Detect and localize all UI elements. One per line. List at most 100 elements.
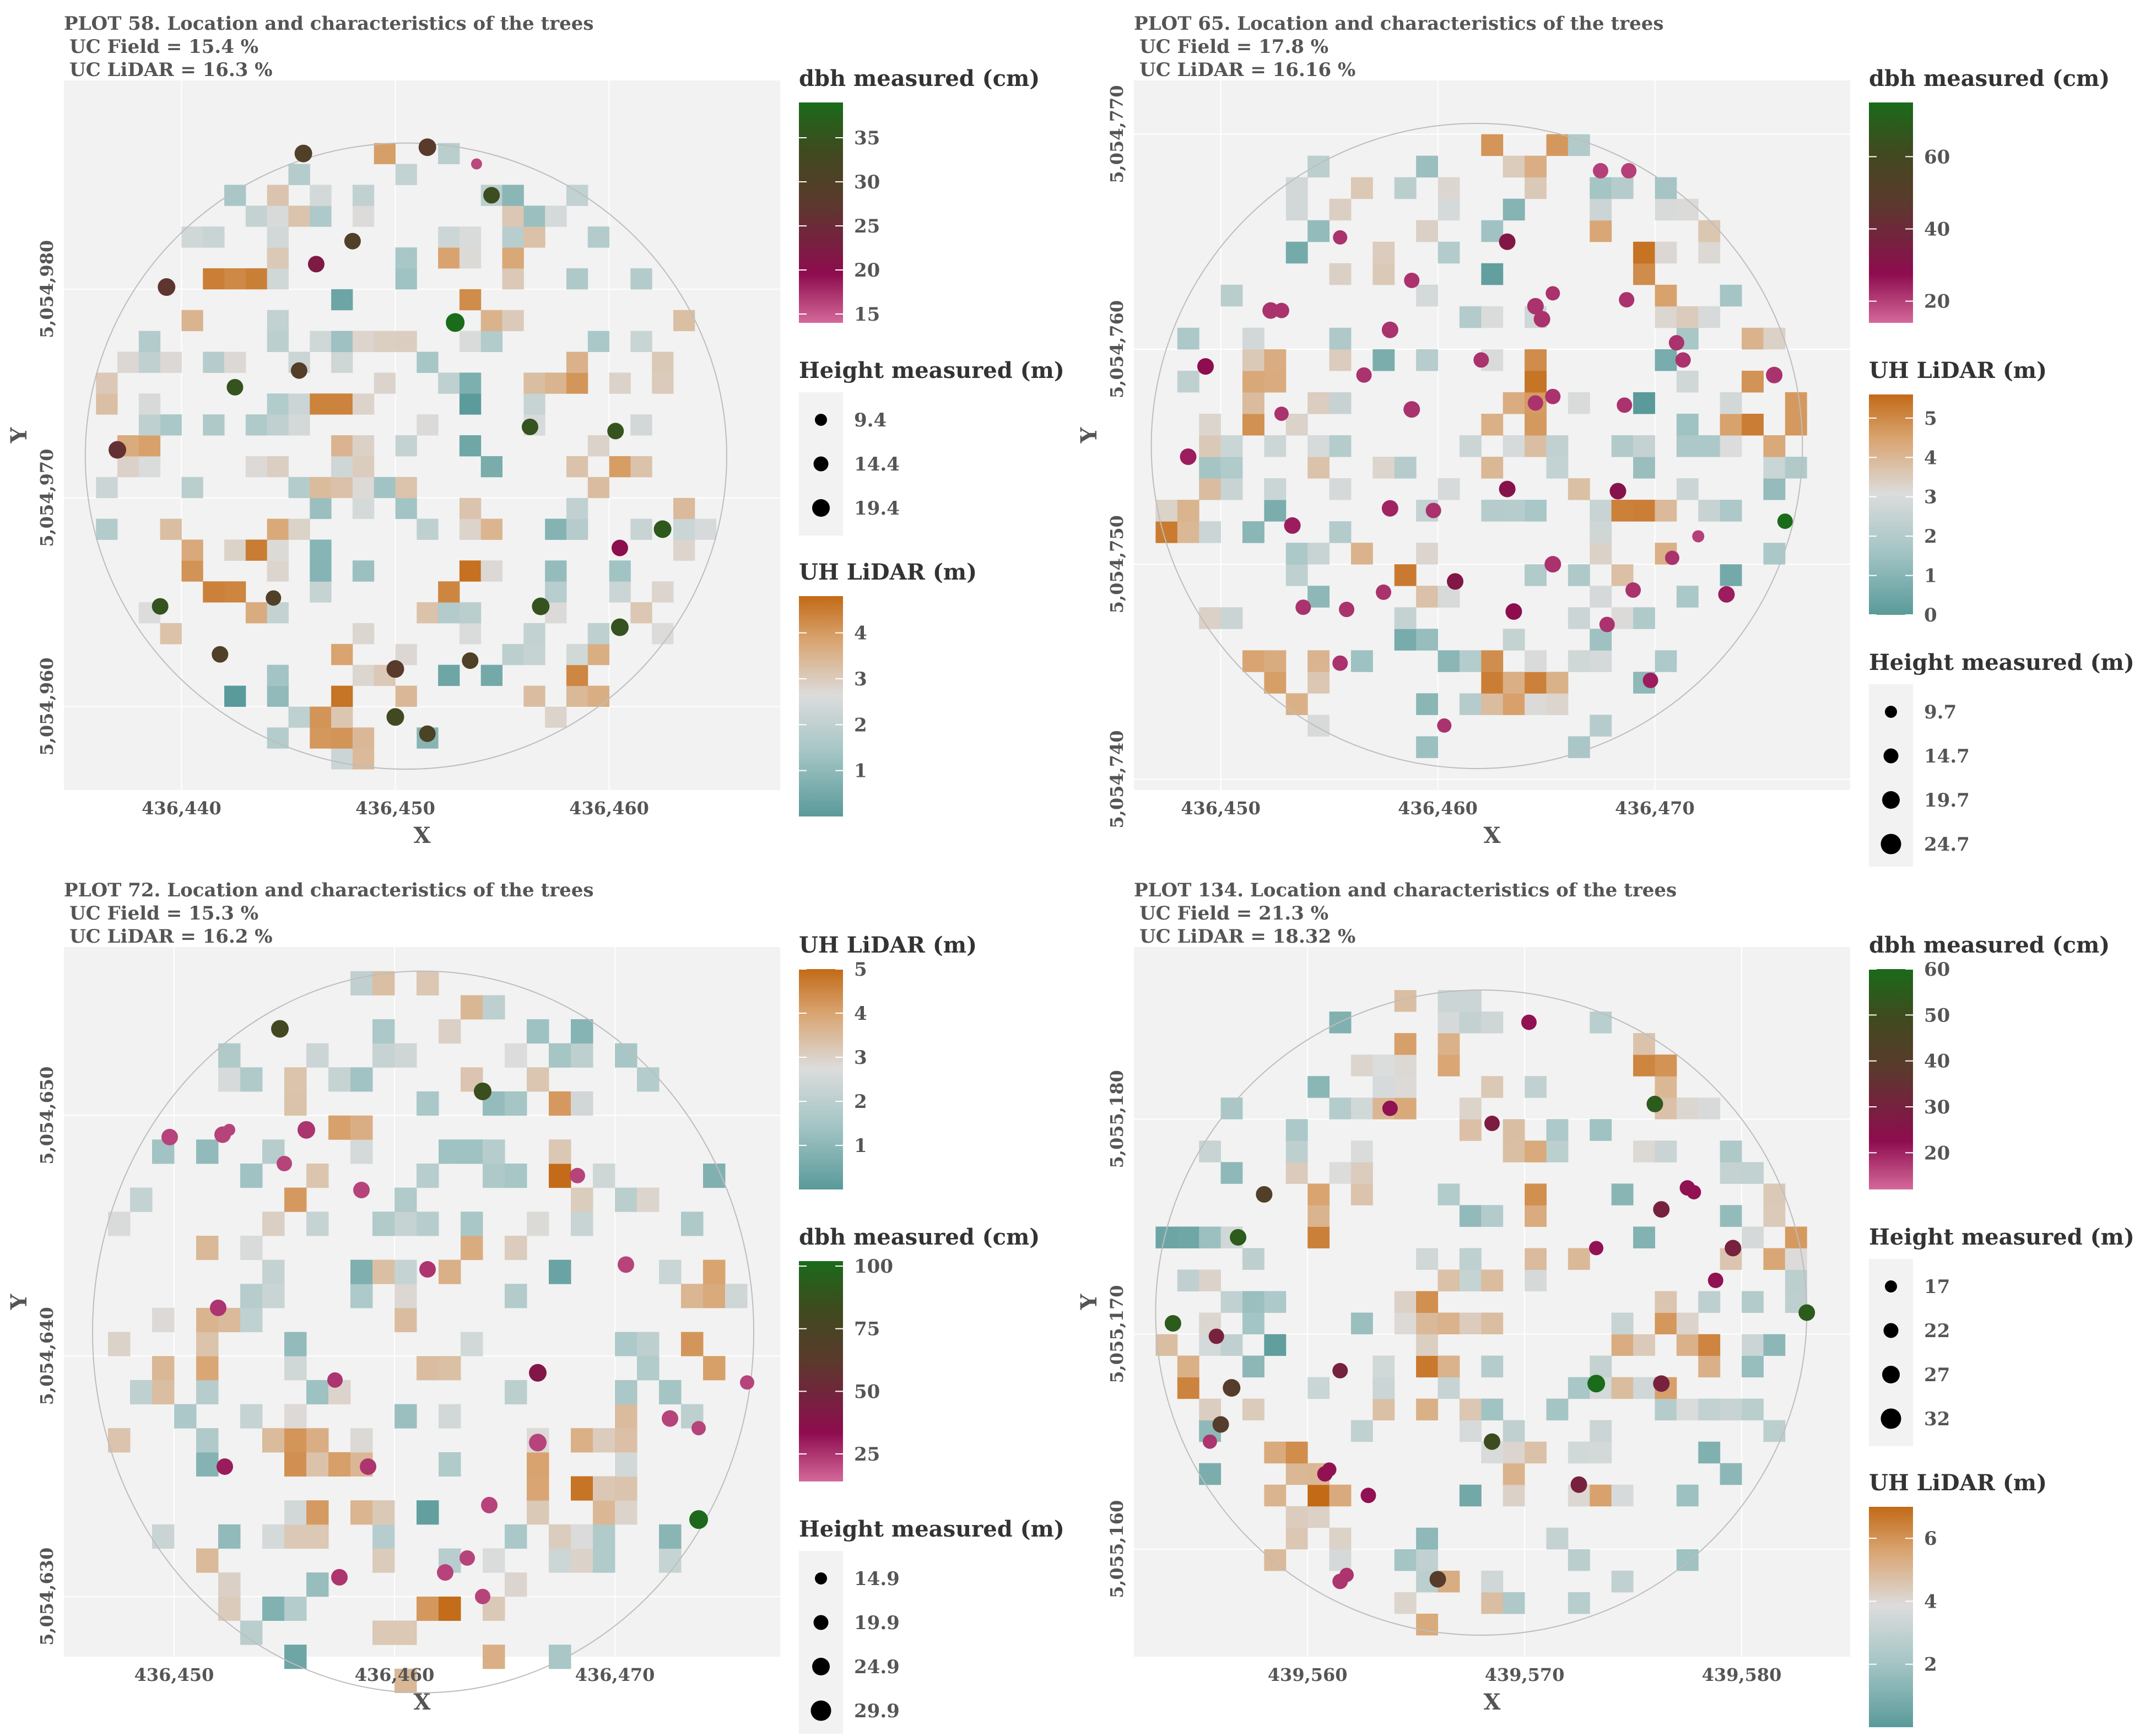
lidar-cell	[284, 1187, 307, 1212]
tree-point	[460, 1550, 475, 1566]
lidar-cell	[1394, 177, 1417, 199]
lidar-cell	[267, 247, 289, 269]
legend-tick-label: 50	[1924, 1004, 1950, 1026]
lidar-cell	[1329, 435, 1352, 457]
y-tick-label: 5,054,630	[36, 1548, 57, 1646]
lidar-cell	[523, 226, 545, 248]
lidar-cell	[1307, 586, 1330, 608]
lidar-cell	[1329, 521, 1352, 543]
tree-point	[1284, 517, 1301, 534]
lidar-cell	[350, 1259, 373, 1284]
lidar-cell	[1307, 543, 1330, 565]
legend-tick-label: 14.9	[854, 1568, 900, 1590]
legend-tick-label: 30	[854, 171, 880, 193]
lidar-cell	[615, 1500, 637, 1525]
legend-dbh: dbh measured (cm) 60 40 20	[1869, 66, 2110, 323]
tree-point	[1527, 298, 1544, 315]
tree-point	[1447, 573, 1464, 590]
uc-lidar-label: UC LiDAR = 18.32 %	[1139, 926, 1355, 948]
lidar-cell	[267, 518, 289, 540]
lidar-cell	[1350, 543, 1373, 565]
lidar-cell	[1698, 1398, 1721, 1421]
lidar-cell	[1503, 198, 1525, 221]
lidar-cell	[1698, 500, 1721, 522]
tree-point	[740, 1375, 754, 1390]
legend-tick-label: 2	[854, 714, 867, 736]
lidar-cell	[331, 706, 353, 728]
lidar-cell	[1590, 1441, 1612, 1464]
lidar-cell	[480, 664, 503, 686]
tree-point	[1381, 500, 1398, 517]
tree-point	[521, 418, 538, 435]
lidar-cell	[505, 1235, 527, 1261]
legend-tick-label: 4	[1924, 447, 1937, 469]
lidar-cell	[1242, 392, 1264, 414]
lidar-cell	[152, 1380, 175, 1405]
lidar-cell	[549, 1043, 571, 1068]
plot-134-chart: PLOT 134. Location and characteristics o…	[1076, 879, 2134, 1727]
lidar-cell	[505, 1043, 527, 1068]
tree-point	[1545, 286, 1560, 301]
lidar-cell	[1676, 1312, 1699, 1335]
lidar-cell	[1264, 370, 1287, 393]
lidar-cell	[1177, 1377, 1199, 1399]
tree-point	[1545, 388, 1561, 404]
lidar-cell	[1199, 413, 1222, 436]
lidar-cell	[152, 1524, 175, 1549]
lidar-cell	[1785, 1269, 1807, 1291]
lidar-cell	[459, 560, 482, 582]
lidar-cell	[1350, 1097, 1373, 1120]
lidar-cell	[1611, 1312, 1634, 1335]
lidar-cell	[1307, 1183, 1330, 1205]
lidar-cell	[1242, 1312, 1264, 1335]
lidar-cell	[1155, 521, 1178, 543]
lidar-raster	[108, 971, 748, 1693]
lidar-cell	[480, 560, 503, 582]
lidar-cell	[1568, 564, 1590, 586]
tree-point	[1653, 1375, 1670, 1392]
lidar-cell	[1459, 306, 1482, 328]
lidar-cell	[461, 1235, 483, 1261]
lidar-cell	[1633, 1377, 1655, 1399]
lidar-cell	[1459, 1119, 1482, 1141]
lidar-cell	[1264, 1441, 1287, 1464]
tree-point	[1473, 352, 1489, 368]
tree-point	[1381, 321, 1398, 338]
lidar-cell	[352, 456, 375, 478]
lidar-cell	[1394, 607, 1417, 629]
tree-point	[1589, 1241, 1604, 1256]
tree-point	[1273, 302, 1289, 318]
lidar-cell	[1459, 1269, 1482, 1291]
lidar-cell	[1459, 650, 1482, 672]
legend-tick-label: 1	[1924, 565, 1937, 587]
lidar-cell	[1676, 1097, 1699, 1120]
lidar-cell	[350, 1067, 373, 1092]
lidar-cell	[1785, 392, 1807, 414]
panel-plot-134: PLOT 134. Location and characteristics o…	[1070, 867, 2140, 1734]
lidar-cell	[372, 1259, 395, 1284]
lidar-cell	[203, 268, 225, 290]
y-tick-label: 5,054,640	[36, 1307, 57, 1405]
lidar-cell	[1720, 284, 1742, 307]
lidar-cell	[1590, 715, 1612, 737]
lidar-cell	[502, 247, 524, 269]
lidar-cell	[267, 185, 289, 206]
lidar-cell	[1329, 198, 1352, 221]
lidar-cell	[196, 1548, 219, 1573]
lidar-cell	[673, 539, 695, 561]
lidar-cell	[331, 748, 353, 770]
lidar-cell	[224, 685, 246, 707]
lidar-cell	[310, 727, 332, 749]
panel-plot-58: PLOT 58. Location and characteristics of…	[0, 0, 1070, 867]
tree-point	[1766, 366, 1783, 383]
lidar-cell	[1285, 198, 1308, 221]
tree-point	[1718, 586, 1735, 603]
tree-point	[1609, 483, 1626, 500]
tree-point	[1521, 1014, 1537, 1030]
legend-tick-label: 40	[1924, 219, 1950, 241]
lidar-cell	[571, 1476, 593, 1501]
lidar-cell	[459, 623, 482, 645]
tree-points	[1164, 1014, 1815, 1589]
lidar-cell	[1676, 586, 1699, 608]
lidar-cell	[1264, 349, 1287, 371]
